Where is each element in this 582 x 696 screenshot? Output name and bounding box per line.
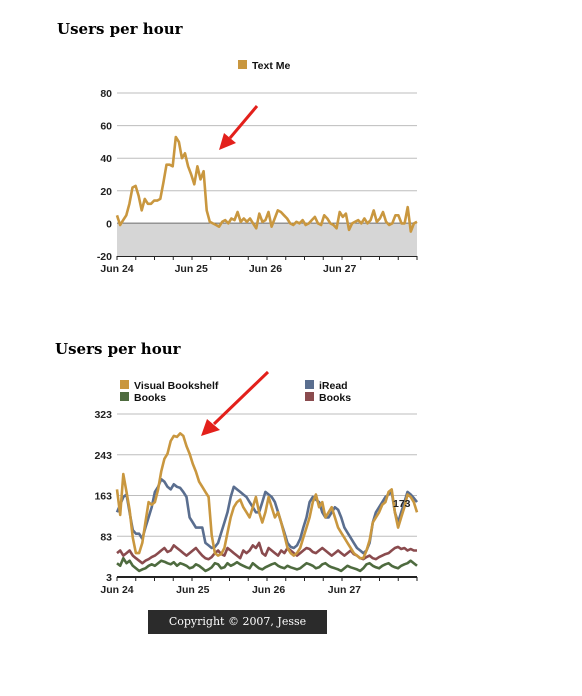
y-tick-label: 243 — [94, 450, 112, 462]
y-tick-label: 83 — [100, 531, 112, 543]
series-line-visual-bookshelf — [115, 432, 419, 560]
x-tick-label: Jun 24 — [100, 584, 133, 596]
legend-label-books-green: Books — [134, 392, 166, 404]
y-tick-label: -20 — [97, 251, 112, 263]
red-arrow-icon — [201, 370, 270, 436]
y-tick-label: 60 — [100, 121, 112, 133]
chart-2-series — [115, 432, 419, 573]
chart-1-x-axis: Jun 24 Jun 25 Jun 26 Jun 27 — [100, 263, 356, 275]
x-tick-label: Jun 25 — [175, 263, 208, 275]
y-tick-label: 20 — [100, 186, 112, 198]
copyright-notice: Copyright © 2007, Jesse Farmer — [148, 610, 327, 652]
legend-label-books-red: Books — [319, 392, 351, 404]
series-line-iread — [115, 477, 419, 555]
legend-swatch-visual-bookshelf — [120, 380, 129, 389]
y-tick-label: 163 — [94, 491, 112, 503]
negative-region-fill — [117, 223, 417, 256]
chart-title-1: Users per hour — [57, 20, 183, 38]
value-callout: 173 — [393, 498, 411, 510]
chart-2-y-axis: 323 243 163 83 3 — [94, 409, 112, 584]
x-tick-label: Jun 27 — [323, 263, 356, 275]
red-arrow-icon — [219, 105, 259, 150]
legend-label-iread: iRead — [319, 380, 348, 392]
x-tick-label: Jun 27 — [328, 584, 361, 596]
series-line-books — [116, 556, 418, 573]
y-tick-label: 3 — [106, 572, 112, 584]
legend-swatch-text-me — [238, 60, 247, 69]
legend-label-text-me: Text Me — [252, 60, 290, 72]
x-tick-label: Jun 24 — [100, 263, 133, 275]
y-tick-label: 0 — [106, 218, 112, 230]
x-tick-label: Jun 26 — [252, 584, 285, 596]
chart-1-y-axis: 80 60 40 20 0 -20 — [97, 88, 112, 263]
chart-1: Text Me 80 60 40 20 0 -20 Jun 24 Jun 25 … — [97, 60, 418, 275]
legend-label-visual-bookshelf: Visual Bookshelf — [134, 380, 219, 392]
chart-1-series — [115, 135, 418, 233]
y-tick-label: 80 — [100, 88, 112, 100]
chart-2-x-axis: Jun 24 Jun 25 Jun 26 Jun 27 — [100, 584, 361, 596]
x-tick-label: Jun 25 — [176, 584, 209, 596]
y-tick-label: 40 — [100, 153, 112, 165]
series-line-text-me — [115, 135, 418, 233]
legend-swatch-books-green — [120, 392, 129, 401]
y-tick-label: 323 — [94, 409, 112, 421]
series-line-books — [116, 541, 417, 565]
x-tick-label: Jun 26 — [249, 263, 282, 275]
chart-title-2: Users per hour — [55, 340, 181, 358]
legend-swatch-iread — [305, 380, 314, 389]
chart-2: Visual Bookshelf iRead Books Books 323 2… — [94, 370, 419, 596]
legend-swatch-books-red — [305, 392, 314, 401]
